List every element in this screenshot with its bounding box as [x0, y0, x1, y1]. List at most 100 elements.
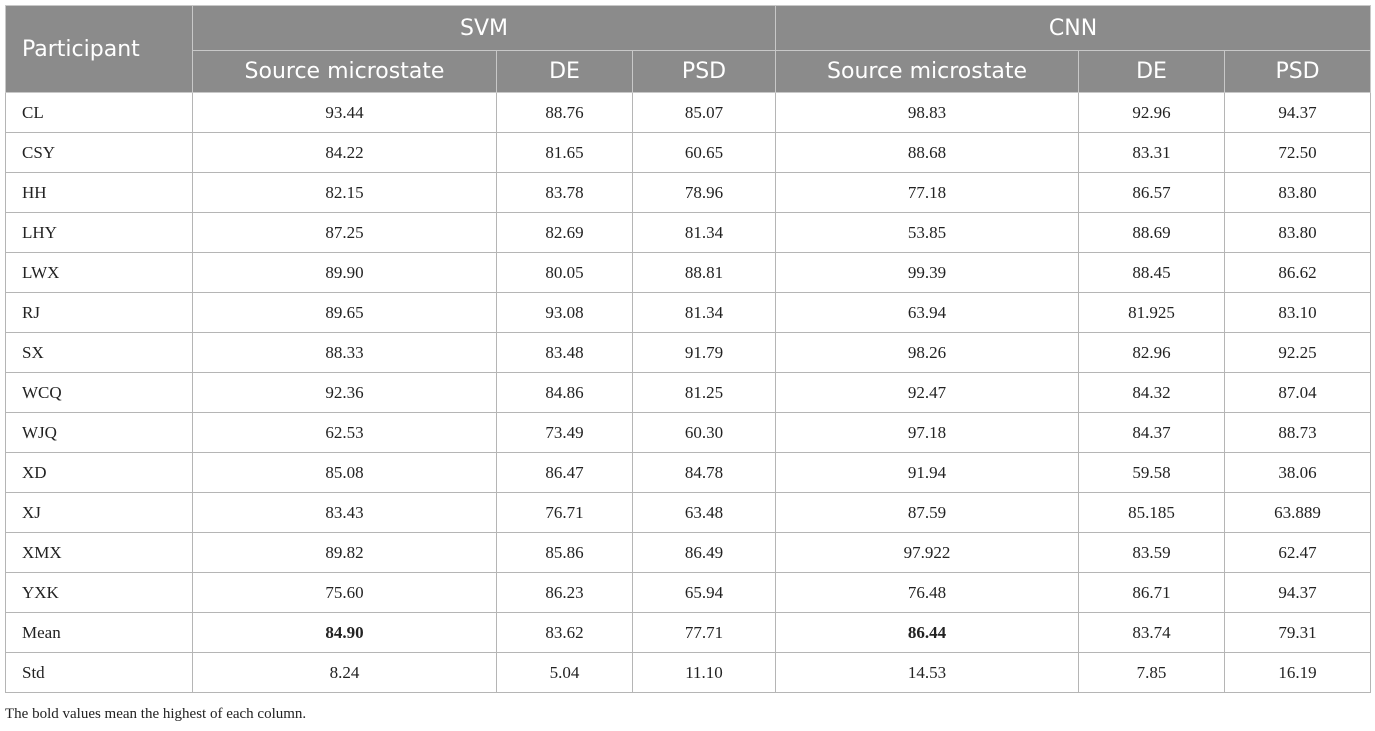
value-cell: 84.32	[1078, 372, 1226, 413]
value-cell: 81.34	[631, 212, 777, 253]
table-row: XJ 83.43 76.71 63.48 87.59 85.185 63.889	[5, 492, 1372, 533]
value-cell: 86.44	[775, 612, 1080, 653]
value-cell: 5.04	[496, 652, 633, 693]
value-cell: 63.889	[1224, 492, 1372, 533]
value-cell: 76.71	[496, 492, 633, 533]
participant-cell: WJQ	[5, 412, 193, 453]
value-cell: 82.96	[1078, 332, 1226, 373]
value-cell: 83.62	[496, 612, 633, 653]
table-row: LWX 89.90 80.05 88.81 99.39 88.45 86.62	[5, 252, 1372, 293]
value-cell: 11.10	[631, 652, 777, 693]
table-row: WCQ 92.36 84.86 81.25 92.47 84.32 87.04	[5, 372, 1372, 413]
value-cell: 88.69	[1078, 212, 1226, 253]
value-cell: 86.23	[496, 572, 633, 613]
subheader-cnn-de: DE	[1078, 50, 1226, 93]
value-cell: 83.10	[1224, 292, 1372, 333]
value-cell: 92.36	[192, 372, 497, 413]
table-row: CL 93.44 88.76 85.07 98.83 92.96 94.37	[5, 92, 1372, 133]
value-cell: 16.19	[1224, 652, 1372, 693]
value-cell: 91.79	[631, 332, 777, 373]
participant-cell: LHY	[5, 212, 193, 253]
participant-cell: SX	[5, 332, 193, 373]
value-cell: 83.31	[1078, 132, 1226, 173]
value-cell: 79.31	[1224, 612, 1372, 653]
value-cell: 89.65	[192, 292, 497, 333]
table-row: YXK 75.60 86.23 65.94 76.48 86.71 94.37	[5, 572, 1372, 613]
value-cell: 7.85	[1078, 652, 1226, 693]
value-cell: 88.45	[1078, 252, 1226, 293]
value-cell: 83.48	[496, 332, 633, 373]
value-cell: 72.50	[1224, 132, 1372, 173]
group-header-row: Participant SVM CNN	[5, 5, 1372, 93]
value-cell: 63.48	[631, 492, 777, 533]
value-cell: 86.62	[1224, 252, 1372, 293]
table-row: RJ 89.65 93.08 81.34 63.94 81.925 83.10	[5, 292, 1372, 333]
participant-cell: XD	[5, 452, 193, 493]
value-cell: 8.24	[192, 652, 497, 693]
subheader-svm-de: DE	[496, 50, 633, 93]
value-cell: 77.18	[775, 172, 1080, 213]
participant-cell: Std	[5, 652, 193, 693]
participant-cell: HH	[5, 172, 193, 213]
results-table: Participant SVM CNN Source microstate DE…	[5, 5, 1372, 693]
value-cell: 97.922	[775, 532, 1080, 573]
participant-cell: WCQ	[5, 372, 193, 413]
value-cell: 92.47	[775, 372, 1080, 413]
value-cell: 84.22	[192, 132, 497, 173]
table-body: CL 93.44 88.76 85.07 98.83 92.96 94.37 CSY 84.22…	[5, 92, 1372, 693]
value-cell: 38.06	[1224, 452, 1372, 493]
value-cell: 85.185	[1078, 492, 1226, 533]
value-cell: 83.80	[1224, 172, 1372, 213]
value-cell: 89.90	[192, 252, 497, 293]
participant-cell: RJ	[5, 292, 193, 333]
participant-cell: XJ	[5, 492, 193, 533]
value-cell: 85.08	[192, 452, 497, 493]
value-cell: 62.47	[1224, 532, 1372, 573]
value-cell: 87.04	[1224, 372, 1372, 413]
subheader-cnn-psd: PSD	[1224, 50, 1372, 93]
value-cell: 62.53	[192, 412, 497, 453]
value-cell: 84.90	[192, 612, 497, 653]
subheader-cnn-source-microstate: Source microstate	[775, 50, 1080, 93]
value-cell: 84.86	[496, 372, 633, 413]
group-header-cnn: CNN	[775, 5, 1372, 51]
value-cell: 99.39	[775, 252, 1080, 293]
value-cell: 60.30	[631, 412, 777, 453]
value-cell: 92.96	[1078, 92, 1226, 133]
value-cell: 63.94	[775, 292, 1080, 333]
value-cell: 73.49	[496, 412, 633, 453]
value-cell: 83.59	[1078, 532, 1226, 573]
subheader-row: Source microstate DE PSD Source microsta…	[6, 50, 1372, 93]
value-cell: 77.71	[631, 612, 777, 653]
group-header-svm: SVM	[191, 5, 777, 51]
table-row: LHY 87.25 82.69 81.34 53.85 88.69 83.80	[5, 212, 1372, 253]
value-cell: 84.78	[631, 452, 777, 493]
value-cell: 94.37	[1224, 92, 1372, 133]
table-row: Mean 84.90 83.62 77.71 86.44 83.74 79.31	[5, 612, 1372, 653]
value-cell: 94.37	[1224, 572, 1372, 613]
value-cell: 88.76	[496, 92, 633, 133]
value-cell: 83.78	[496, 172, 633, 213]
value-cell: 60.65	[631, 132, 777, 173]
value-cell: 53.85	[775, 212, 1080, 253]
value-cell: 92.25	[1224, 332, 1372, 373]
value-cell: 80.05	[496, 252, 633, 293]
value-cell: 93.44	[192, 92, 497, 133]
table-row: XMX 89.82 85.86 86.49 97.922 83.59 62.47	[5, 532, 1372, 573]
value-cell: 59.58	[1078, 452, 1226, 493]
value-cell: 81.34	[631, 292, 777, 333]
participant-cell: LWX	[5, 252, 193, 293]
value-cell: 84.37	[1078, 412, 1226, 453]
participant-cell: XMX	[5, 532, 193, 573]
participant-cell: CL	[5, 92, 193, 133]
value-cell: 83.80	[1224, 212, 1372, 253]
results-table-container: Participant SVM CNN Source microstate DE…	[5, 5, 1372, 693]
table-row: WJQ 62.53 73.49 60.30 97.18 84.37 88.73	[5, 412, 1372, 453]
subheader-svm-source-microstate: Source microstate	[192, 50, 497, 93]
participant-cell: CSY	[5, 132, 193, 173]
value-cell: 81.65	[496, 132, 633, 173]
value-cell: 85.07	[631, 92, 777, 133]
table-row: HH 82.15 83.78 78.96 77.18 86.57 83.80	[5, 172, 1372, 213]
value-cell: 88.68	[775, 132, 1080, 173]
value-cell: 88.33	[192, 332, 497, 373]
